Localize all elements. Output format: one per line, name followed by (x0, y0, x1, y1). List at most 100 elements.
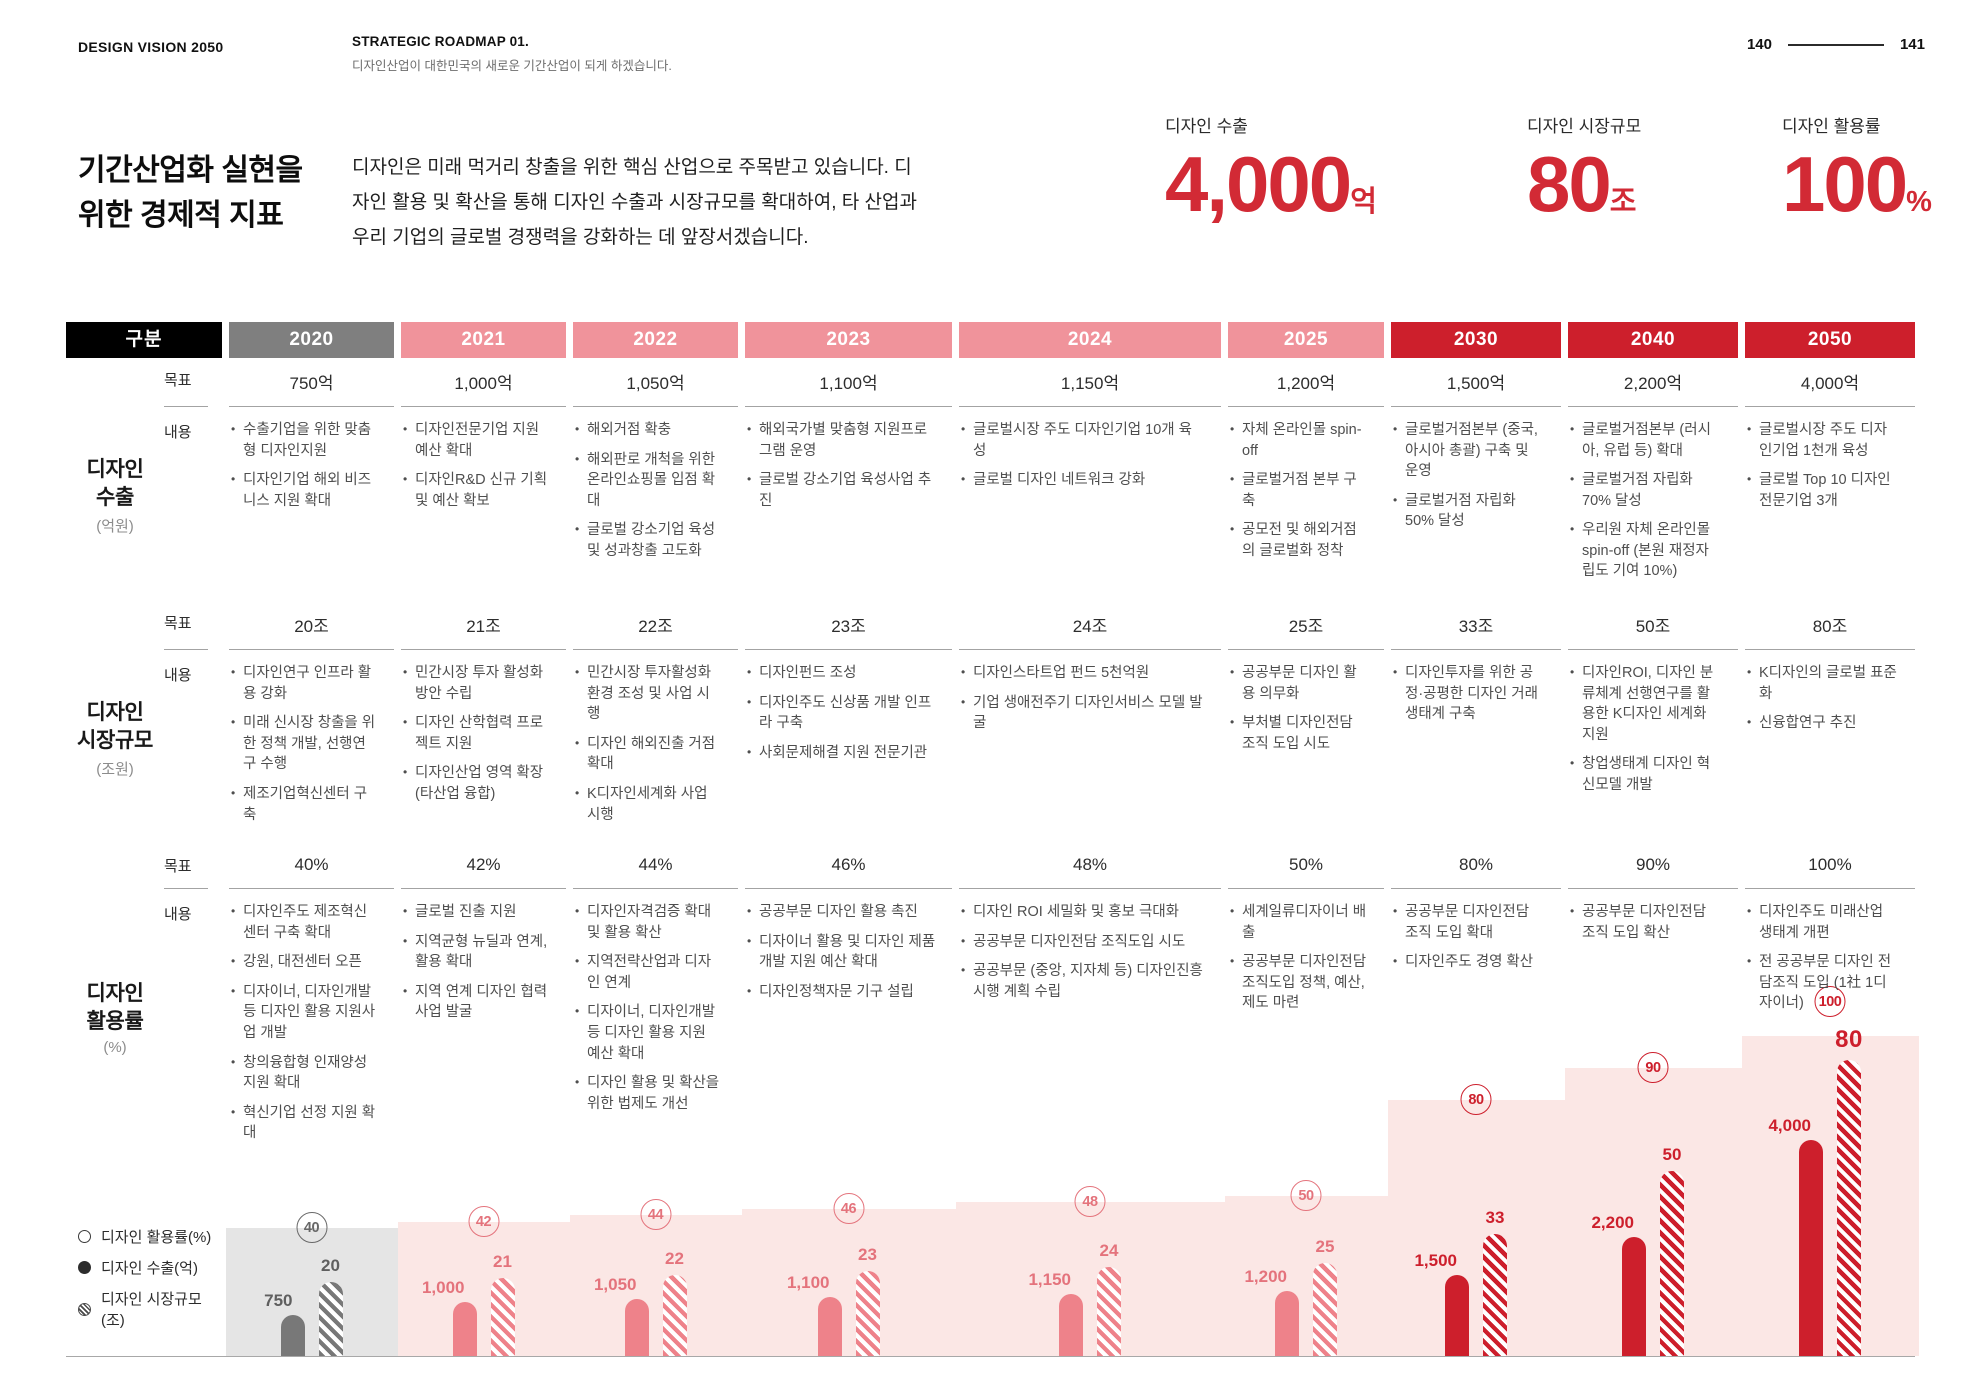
page-number-rule (1787, 43, 1884, 46)
legend-label: 디자인 시장규모(조) (101, 1291, 202, 1329)
year-header-2020: 2020 (229, 322, 394, 358)
market-value-label: 33 (1485, 1208, 1505, 1227)
content-item: 디자인 ROI 세밀화 및 홍보 극대화 (961, 902, 1205, 923)
market-value-label: 23 (858, 1245, 877, 1264)
content-item: 디자인정책자문 기구 설립 (747, 982, 936, 1003)
content-item: 디자인주도 경영 확산 (1393, 952, 1545, 973)
export-value-label: 2,200 (1591, 1213, 1634, 1232)
top-bar: DESIGN VISION 2050 STRATEGIC ROADMAP 01.… (78, 34, 1925, 90)
content-item: 창의융합형 인재양성 지원 확대 (231, 1053, 378, 1094)
export-bar-2023 (817, 1297, 842, 1356)
kpi-number: 100 (1782, 140, 1908, 228)
chart-column-2024: 48 1,150 24 (955, 1186, 1225, 1356)
target-util-2023: 46% (745, 844, 952, 890)
row-label-cell: 목표 (66, 844, 222, 890)
roadmap-subtitle: 디자인산업이 대한민국의 새로운 기간산업이 되게 하겠습니다. (352, 59, 672, 73)
legend-label: 디자인 활용률(%) (101, 1229, 212, 1246)
row-label-cell: 목표 (66, 601, 222, 651)
content-item: 지역 연계 디자인 협력사업 발굴 (403, 982, 550, 1023)
column-header-category: 구분 (66, 322, 222, 358)
export-bar-2020 (280, 1315, 305, 1356)
content-item: 글로벌시장 주도 디자인기업 1천개 육성 (1747, 420, 1899, 461)
content-item: 디자인전문기업 지원 예산 확대 (403, 420, 550, 461)
utilization-badge-2025: 50 (1290, 1180, 1322, 1211)
content-item: 사회문제해결 지원 전문기관 (747, 743, 936, 764)
content-list: 공공부문 디자인 활용 촉진디자이너 활용 및 디자인 제품개발 지원 예산 확… (747, 902, 936, 1002)
target-market-2021: 21조 (401, 601, 566, 651)
export-bar-2025 (1275, 1291, 1299, 1356)
content-util-2024: 디자인 ROI 세밀화 및 홍보 극대화공공부문 디자인전담 조직도입 시도공공… (959, 889, 1221, 1153)
chart-column-2022: 44 1,050 22 (569, 1199, 742, 1356)
target-market-2022: 22조 (573, 601, 738, 651)
content-item: 디자인산업 영역 확장 (타산업 융합) (403, 763, 550, 804)
group-unit: (조원) (96, 761, 134, 779)
content-export-2030: 글로벌거점본부 (중국, 아시아 총괄) 구축 및 운영글로벌거점 자립화 50… (1391, 407, 1561, 591)
content-list: 디자인스타트업 펀드 5천억원기업 생애전주기 디자인서비스 모델 발굴 (961, 663, 1205, 734)
export-value-label: 4,000 (1768, 1116, 1811, 1135)
chart-column-2040: 90 2,200 50 (1564, 1052, 1742, 1356)
content-list: 디자인펀드 조성디자인주도 신상품 개발 인프라 구축사회문제해결 지원 전문기… (747, 663, 936, 763)
content-list: 수출기업을 위한 맞춤형 디자인지원디자인기업 해외 비즈니스 지원 확대 (231, 420, 378, 511)
content-item: 공공부문 디자인 활용 의무화 (1230, 663, 1368, 704)
content-item: 글로벌시장 주도 디자인기업 10개 육성 (961, 420, 1205, 461)
group-unit: (억원) (96, 518, 134, 536)
content-item: 글로벌거점 본부 구축 (1230, 470, 1368, 511)
content-item: 디자인 해외진출 거점 확대 (575, 734, 722, 775)
market-value-label: 20 (321, 1256, 340, 1275)
content-item: 글로벌 진출 지원 (403, 902, 550, 923)
target-market-2023: 23조 (745, 601, 952, 651)
content-item: 자체 온라인몰 spin-off (1230, 420, 1368, 461)
content-market-2023: 디자인펀드 조성디자인주도 신상품 개발 인프라 구축사회문제해결 지원 전문기… (745, 650, 952, 834)
market-bar-2025 (1313, 1263, 1337, 1356)
kpi-value: 80조 (1527, 145, 1641, 223)
chart-column-2023: 46 1,100 23 (741, 1193, 956, 1356)
target-util-2021: 42% (401, 844, 566, 890)
group-label-cell: 디자인 활용률 (%) 내용 (66, 889, 222, 1153)
content-list: 디자인주도 미래산업 생태계 개편전 공공부문 디자인 전담조직 도입 (1社 … (1747, 902, 1899, 1014)
target-util-2050: 100% (1745, 844, 1915, 890)
content-item: 공공부문 디자인전담 조직도입 시도 (961, 932, 1205, 953)
market-value-label: 21 (493, 1252, 512, 1271)
target-export-2024: 1,150억 (959, 358, 1221, 407)
content-list: 디자인투자를 위한 공정·공평한 디자인 거래 생태계 구축 (1393, 663, 1545, 725)
group-label: 디자인 활용률 (%) (66, 980, 164, 1057)
content-list: 공공부문 디자인전담 조직 도입 확산 (1570, 902, 1722, 943)
year-header-2030: 2030 (1391, 322, 1561, 358)
content-item: 디자인자격검증 확대 및 활용 확산 (575, 902, 722, 943)
year-header-2050: 2050 (1745, 322, 1915, 358)
group-label-cell: 디자인 시장규모 (조원) 내용 (66, 650, 222, 834)
target-export-2021: 1,000억 (401, 358, 566, 407)
content-export-2020: 수출기업을 위한 맞춤형 디자인지원디자인기업 해외 비즈니스 지원 확대 (229, 407, 394, 591)
content-market-2020: 디자인연구 인프라 활용 강화미래 신시장 창출을 위한 정책 개발, 선행연구… (229, 650, 394, 834)
kpi-utilization-rate: 디자인 활용률 100% (1782, 112, 1932, 223)
export-bar-2030 (1445, 1275, 1469, 1356)
content-list: 세계일류디자이너 배출공공부문 디자인전담 조직도입 정책, 예산, 제도 마련 (1230, 902, 1368, 1014)
kpi-value: 100% (1782, 145, 1932, 223)
target-export-2040: 2,200억 (1568, 358, 1738, 407)
utilization-badge-2021: 42 (468, 1206, 499, 1237)
content-export-2050: 글로벌시장 주도 디자인기업 1천개 육성글로벌 Top 10 디자인전문기업 … (1745, 407, 1915, 591)
export-value-label: 750 (264, 1291, 293, 1310)
content-item: 디자인R&D 신규 기획 및 예산 확보 (403, 470, 550, 511)
content-list: 민간시장 투자 활성화 방안 수립디자인 산학협력 프로젝트 지원디자인산업 영… (403, 663, 550, 804)
content-list: K디자인의 글로벌 표준화신융합연구 추진 (1747, 663, 1899, 734)
export-value-label: 1,200 (1244, 1267, 1287, 1286)
kpi-design-export: 디자인 수출 4,000억 (1165, 112, 1377, 223)
content-export-2040: 글로벌거점본부 (러시아, 유럽 등) 확대글로벌거점 자립화 70% 달성우리… (1568, 407, 1738, 591)
content-item: 공공부문 디자인 활용 촉진 (747, 902, 936, 923)
utilization-badge-2022: 44 (640, 1199, 671, 1230)
target-export-2022: 1,050억 (573, 358, 738, 407)
content-market-2024: 디자인스타트업 펀드 5천억원기업 생애전주기 디자인서비스 모델 발굴 (959, 650, 1221, 834)
content-item: 디자인주도 신상품 개발 인프라 구축 (747, 693, 936, 734)
content-item: 글로벌거점 자립화 70% 달성 (1570, 470, 1722, 511)
kpi-label: 디자인 수출 (1165, 117, 1248, 136)
brand: DESIGN VISION 2050 (78, 39, 224, 55)
content-item: 디자인 산학협력 프로젝트 지원 (403, 713, 550, 754)
chart-column-2025: 50 1,200 25 (1224, 1180, 1388, 1356)
content-item: K디자인의 글로벌 표준화 (1747, 663, 1899, 704)
utilization-badge-2020: 40 (296, 1212, 327, 1243)
year-header-2024: 2024 (959, 322, 1221, 358)
content-util-2021: 글로벌 진출 지원지역균형 뉴딜과 연계, 활용 확대지역 연계 디자인 협력사… (401, 889, 566, 1153)
target-util-2022: 44% (573, 844, 738, 890)
group-unit: (%) (103, 1039, 127, 1057)
